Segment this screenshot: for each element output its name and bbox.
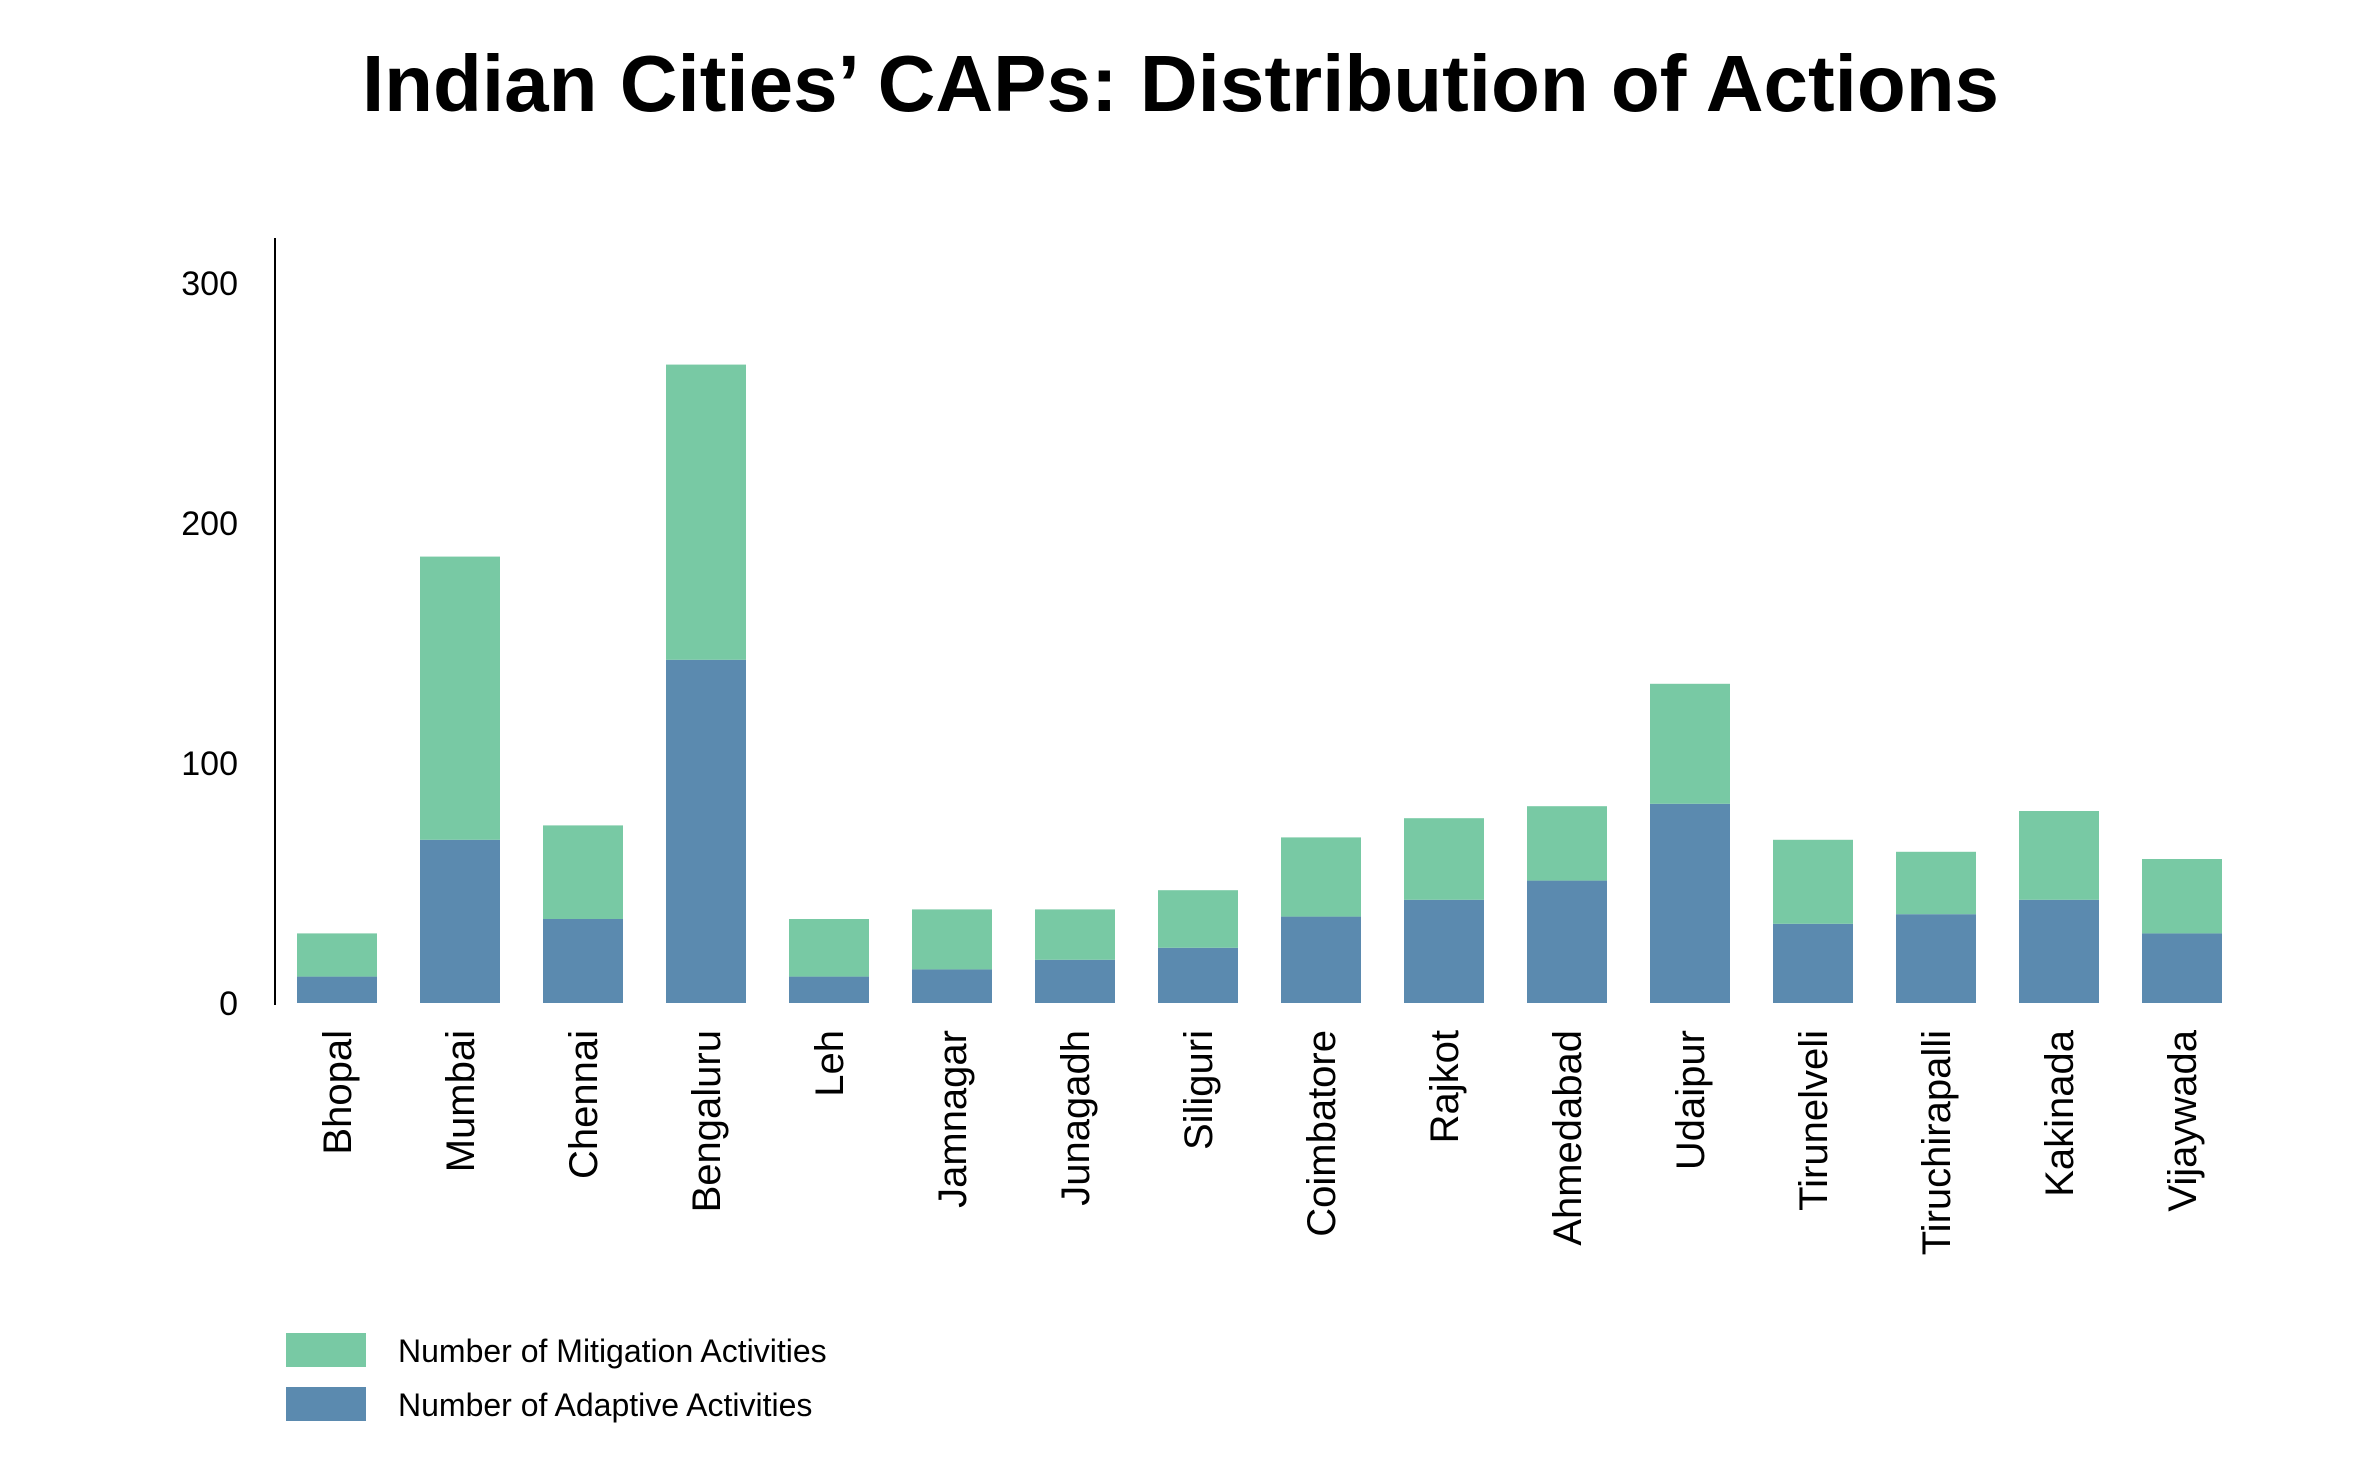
legend: Number of Mitigation Activities Number of… (286, 1333, 827, 1423)
bar-vijaywada-mitigation (2142, 859, 2222, 934)
bar-coimbatore-mitigation (1281, 837, 1361, 917)
category-label-leh: Leh (808, 1030, 852, 1097)
category-label-bengaluru: Bengaluru (685, 1030, 729, 1212)
bar-ahmedabad-adaptive (1527, 880, 1607, 1003)
bar-tirunelveli-mitigation (1773, 839, 1853, 924)
legend-swatch-number-of-adaptive-activities (286, 1387, 366, 1421)
bar-tiruchirapalli-mitigation (1896, 851, 1976, 915)
bar-tiruchirapalli-adaptive (1896, 914, 1976, 1003)
bar-jamnagar-adaptive (912, 969, 992, 1003)
category-label-rajkot: Rajkot (1423, 1030, 1467, 1143)
bar-leh-adaptive (789, 976, 869, 1003)
bar-junagadh-adaptive (1035, 959, 1115, 1003)
bar-kakinada-mitigation (2019, 811, 2099, 900)
bar-rajkot-adaptive (1404, 899, 1484, 1003)
category-label-tirunelveli: Tirunelveli (1792, 1030, 1836, 1211)
legend-label-number-of-mitigation-activities: Number of Mitigation Activities (398, 1333, 827, 1369)
bars (297, 364, 2222, 1003)
bar-mumbai-mitigation (420, 556, 500, 840)
bar-mumbai-adaptive (420, 839, 500, 1003)
category-label-mumbai: Mumbai (439, 1030, 483, 1172)
y-axis-ticks: 0 100 200 300 (181, 265, 238, 1023)
bar-udaipur-mitigation (1650, 683, 1730, 804)
category-label-junagadh: Junagadh (1054, 1030, 1098, 1206)
bar-vijaywada-adaptive (2142, 933, 2222, 1003)
category-labels: Bhopal Mumbai Chennai Bengaluru Leh Jamnagar J… (316, 1029, 2205, 1255)
category-label-jamnagar: Jamnagar (931, 1030, 975, 1208)
bar-chennai-adaptive (543, 919, 623, 1003)
category-label-udaipur: Udaipur (1669, 1030, 1713, 1170)
category-label-bhopal: Bhopal (316, 1030, 360, 1155)
category-label-kakinada: Kakinada (2038, 1029, 2082, 1197)
bar-ahmedabad-mitigation (1527, 806, 1607, 881)
category-label-coimbatore: Coimbatore (1300, 1030, 1344, 1237)
bar-leh-mitigation (789, 919, 869, 977)
category-label-ahmedabad: Ahmedabad (1546, 1030, 1590, 1246)
bar-coimbatore-adaptive (1281, 916, 1361, 1003)
legend-label-number-of-adaptive-activities: Number of Adaptive Activities (398, 1387, 812, 1423)
bar-bengaluru-mitigation (666, 364, 746, 660)
bar-chennai-mitigation (543, 825, 623, 919)
legend-swatch-number-of-mitigation-activities (286, 1333, 366, 1367)
y-tick-label: 100 (181, 745, 238, 783)
bar-jamnagar-mitigation (912, 909, 992, 970)
bar-bhopal-mitigation (297, 933, 377, 977)
bar-siliguri-adaptive (1158, 947, 1238, 1003)
bar-siliguri-mitigation (1158, 890, 1238, 948)
y-tick-label: 200 (181, 505, 238, 543)
y-tick-label: 300 (181, 265, 238, 303)
category-label-siliguri: Siliguri (1177, 1030, 1221, 1150)
bar-rajkot-mitigation (1404, 818, 1484, 900)
bar-udaipur-adaptive (1650, 803, 1730, 1003)
bar-junagadh-mitigation (1035, 909, 1115, 960)
category-label-vijaywada: Vijaywada (2161, 1029, 2205, 1211)
bar-bengaluru-adaptive (666, 659, 746, 1003)
bar-tirunelveli-adaptive (1773, 923, 1853, 1003)
y-tick-label: 0 (219, 985, 238, 1023)
bar-bhopal-adaptive (297, 976, 377, 1003)
bar-kakinada-adaptive (2019, 899, 2099, 1003)
category-label-chennai: Chennai (562, 1030, 606, 1179)
category-label-tiruchirapalli: Tiruchirapalli (1915, 1030, 1959, 1255)
chart-title: Indian Cities’ CAPs: Distribution of Act… (361, 39, 2000, 128)
